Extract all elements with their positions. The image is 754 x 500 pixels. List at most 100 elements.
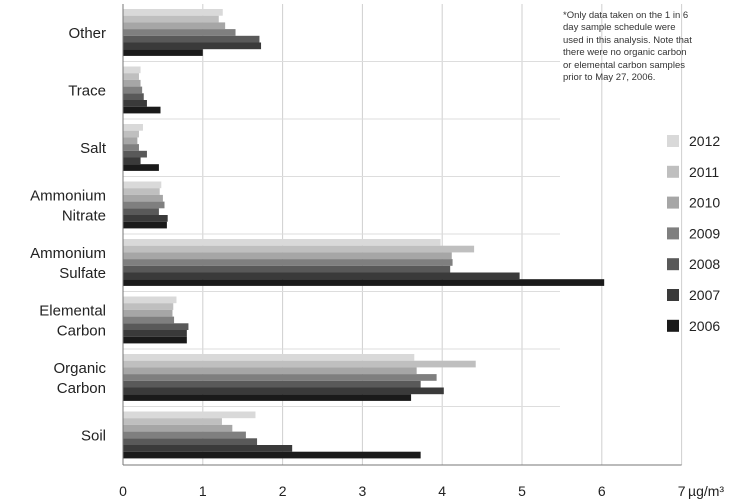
bar xyxy=(123,106,161,114)
category-label: Sulfate xyxy=(59,265,106,282)
legend-swatch xyxy=(667,319,679,332)
bar xyxy=(123,22,226,30)
bar xyxy=(123,130,139,138)
bar xyxy=(123,150,147,158)
legend-label: 2009 xyxy=(689,225,720,241)
category-label: Ammonium xyxy=(30,245,106,262)
bar xyxy=(123,360,476,368)
legend: 2012 2011 2010 2009 2008 2007 2006 xyxy=(667,133,720,334)
bar xyxy=(123,323,189,330)
bar xyxy=(123,79,141,87)
bar xyxy=(123,336,187,344)
category-label: Ammonium xyxy=(30,187,106,204)
bar xyxy=(123,208,159,215)
category-label: Organic xyxy=(53,360,106,377)
x-tick-label: 7 xyxy=(678,483,686,499)
bar xyxy=(123,201,165,209)
x-tick-label: 0 xyxy=(119,483,127,499)
bar xyxy=(123,252,452,260)
category-label: Carbon xyxy=(57,380,106,397)
bar xyxy=(123,124,143,131)
footnote-line: prior to May 27, 2006. xyxy=(563,72,656,84)
bar xyxy=(123,181,162,189)
legend-label: 2012 xyxy=(689,133,720,149)
bar xyxy=(123,418,222,425)
legend-label: 2007 xyxy=(689,287,720,303)
category-separators xyxy=(123,61,560,407)
legend-swatch xyxy=(667,258,679,271)
bar xyxy=(123,194,163,202)
bar xyxy=(123,137,138,145)
bar xyxy=(123,380,421,388)
bar xyxy=(123,438,258,445)
bar xyxy=(123,279,605,286)
bar xyxy=(123,394,412,401)
x-tick-label: 5 xyxy=(518,483,526,499)
x-tick-label: 4 xyxy=(438,483,446,499)
bar xyxy=(123,215,168,222)
x-tick-label: 2 xyxy=(279,483,287,499)
category-label: Other xyxy=(68,25,106,42)
footnote-line: day sample schedule were xyxy=(563,22,676,34)
x-tick-label: 1 xyxy=(199,483,207,499)
footnote-line: *Only data taken on the 1 in 6 xyxy=(563,10,689,21)
bar xyxy=(123,66,141,74)
bar xyxy=(123,303,174,310)
footnote-line: there were no organic carbon xyxy=(563,47,687,59)
legend-swatch xyxy=(667,227,679,240)
bar xyxy=(123,316,175,324)
x-tick-label: 6 xyxy=(598,483,606,499)
bar xyxy=(123,9,223,16)
category-label: Salt xyxy=(80,140,107,157)
bar xyxy=(123,35,260,43)
bar xyxy=(123,387,444,395)
bar xyxy=(123,157,141,165)
legend-label: 2008 xyxy=(689,256,720,272)
bar xyxy=(123,15,219,23)
bar xyxy=(123,374,437,381)
bar xyxy=(123,42,262,50)
x-axis: 0 1 2 3 4 5 6 7 xyxy=(119,4,686,499)
category-label: Trace xyxy=(68,82,106,99)
bar xyxy=(123,73,139,80)
category-label: Nitrate xyxy=(62,207,106,224)
bar xyxy=(123,272,520,280)
bar xyxy=(123,265,451,273)
bar xyxy=(123,424,233,432)
legend-label: 2010 xyxy=(689,195,720,211)
bar xyxy=(123,451,421,459)
footnote-line: or elemental carbon samples xyxy=(563,59,685,71)
bar xyxy=(123,411,256,419)
bar xyxy=(123,367,417,375)
bar xyxy=(123,259,453,266)
bars xyxy=(123,9,605,459)
bar xyxy=(123,100,147,107)
x-axis-unit: µg/m³ xyxy=(688,483,724,499)
category-labels: Other Trace Salt Ammonium Nitrate Ammonium Sul… xyxy=(30,25,107,444)
chart-footnote: *Only data taken on the 1 in 6 day sampl… xyxy=(563,10,723,84)
category-label: Carbon xyxy=(57,322,106,339)
footnote-line: used in this analysis. Note that xyxy=(563,34,692,46)
bar xyxy=(123,431,246,439)
bar xyxy=(123,221,167,229)
bar xyxy=(123,445,293,452)
bar xyxy=(123,86,143,94)
legend-swatch xyxy=(667,289,679,301)
bar xyxy=(123,29,236,36)
legend-label: 2011 xyxy=(689,164,719,180)
x-tick-label: 3 xyxy=(359,483,367,499)
legend-label: 2006 xyxy=(689,318,720,334)
bar xyxy=(123,245,475,253)
bar xyxy=(123,239,441,246)
bar xyxy=(123,49,203,56)
bar xyxy=(123,296,177,304)
bar xyxy=(123,93,144,100)
bar xyxy=(123,144,139,151)
legend-swatch xyxy=(667,165,679,178)
bar xyxy=(123,164,159,171)
bar xyxy=(123,188,160,195)
category-label: Soil xyxy=(81,427,106,444)
bar xyxy=(123,330,187,337)
category-label: Elemental xyxy=(39,302,106,319)
